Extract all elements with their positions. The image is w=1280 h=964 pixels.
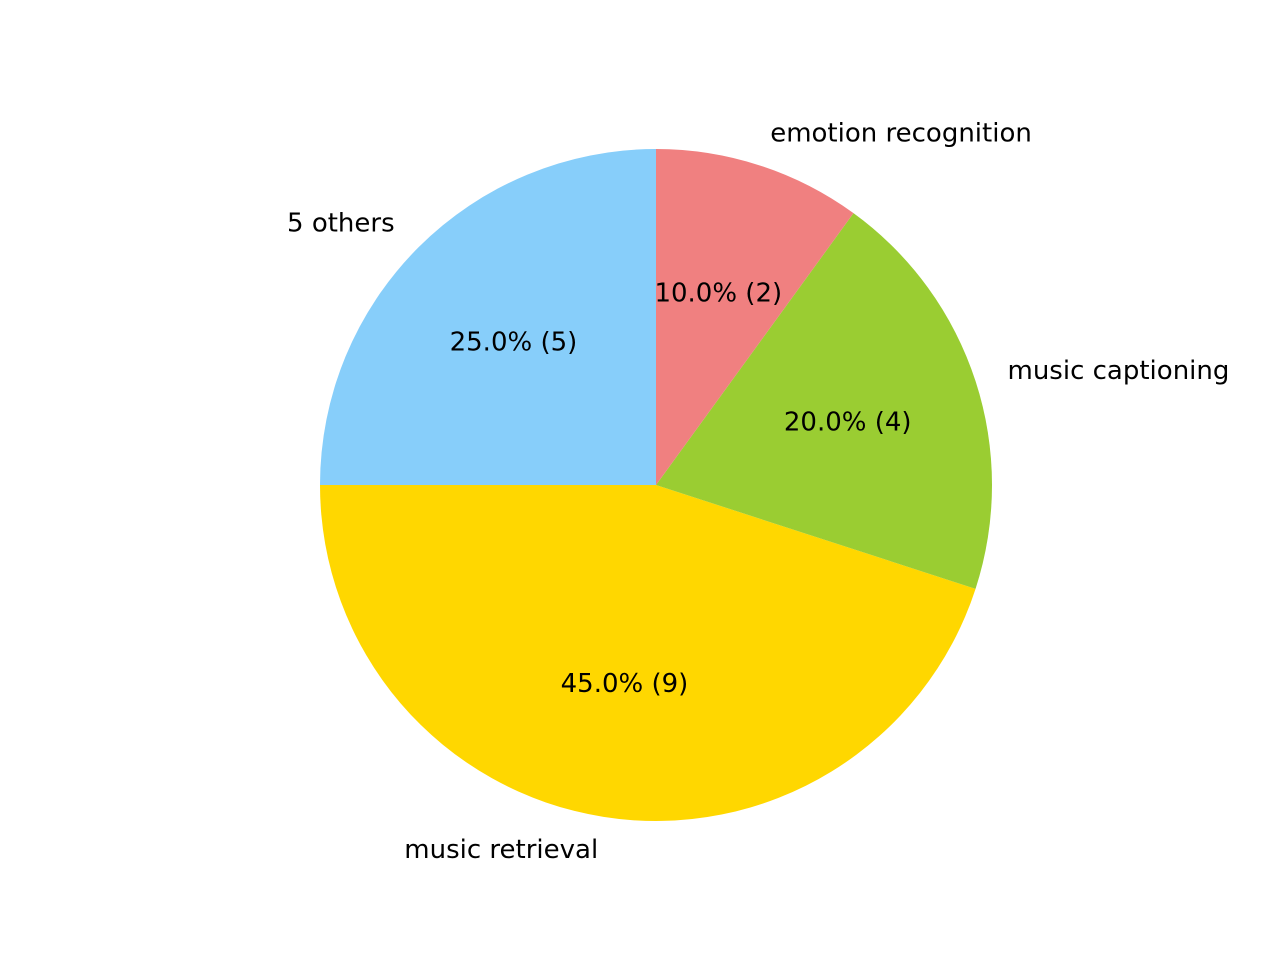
slice-category-label: emotion recognition <box>770 118 1032 148</box>
slice-percent-label: 25.0% (5) <box>450 327 578 357</box>
slice-percent-label: 45.0% (9) <box>561 669 689 699</box>
pie-slice-emotion-recognition <box>656 149 854 485</box>
pie-slice-music-captioning <box>656 213 992 589</box>
slices-layer <box>320 149 992 822</box>
slice-category-label: music retrieval <box>404 835 598 865</box>
labels-layer: 25.0% (5) 5 others 45.0% (9) music retrieva… <box>287 118 1229 865</box>
slice-category-label: music captioning <box>1008 356 1230 386</box>
pie-slice-5-others <box>320 149 656 485</box>
pie-slice-music-retrieval <box>320 485 976 822</box>
slice-category-label: 5 others <box>287 209 395 239</box>
slice-percent-label: 10.0% (2) <box>654 278 782 308</box>
slice-percent-label: 20.0% (4) <box>784 408 912 438</box>
